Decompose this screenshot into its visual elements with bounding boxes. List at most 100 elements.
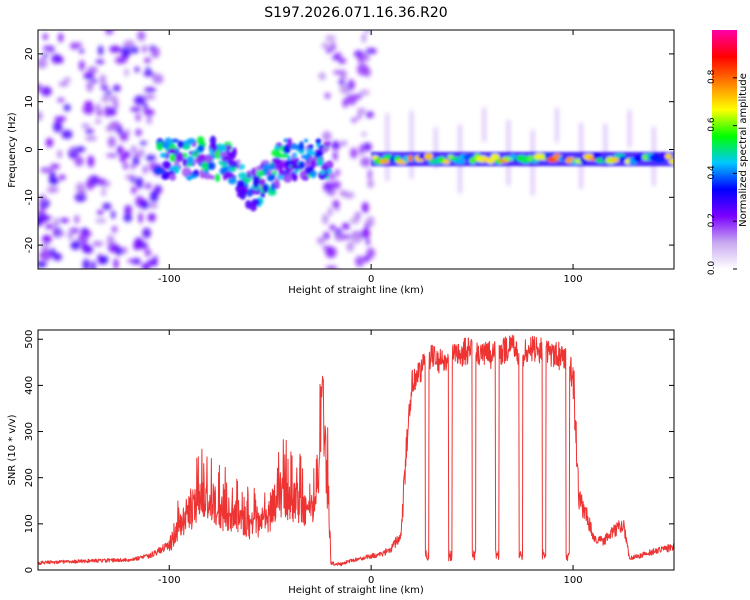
signal-blob (327, 168, 332, 175)
noise-blob (41, 249, 52, 262)
snr-series-line (38, 334, 674, 567)
noise-blob (141, 44, 148, 54)
snr-y-tick-label: 100 (24, 514, 35, 533)
noise-blob (95, 119, 102, 124)
signal-blob (294, 164, 300, 171)
signal-blob (181, 167, 192, 178)
snr-y-tick-label: 0 (24, 567, 35, 573)
signal-blob (182, 158, 188, 167)
noise-blob (357, 53, 365, 64)
noise-blob (58, 81, 69, 87)
noise-blob (95, 103, 101, 111)
noise-blob (53, 121, 63, 133)
noise-blob (74, 192, 87, 202)
noise-blob (142, 165, 148, 174)
noise-blob (143, 102, 148, 111)
tone-spur (628, 110, 631, 148)
noise-blob (365, 47, 377, 55)
noise-blob (338, 57, 347, 64)
noise-blob (82, 258, 90, 269)
noise-blob (346, 241, 355, 252)
noise-blob (152, 73, 164, 84)
noise-blob (91, 78, 98, 84)
noise-blob (121, 247, 128, 254)
spectrogram-y-tick-label: 0 (24, 146, 35, 152)
noise-blob (74, 156, 84, 167)
signal-blob (161, 173, 170, 180)
noise-blob (332, 199, 340, 209)
noise-blob (119, 131, 129, 142)
noise-blob (341, 234, 352, 240)
signal-blob (325, 160, 334, 170)
signal-blob (286, 137, 293, 148)
noise-blob (144, 57, 151, 64)
colorbar-tick-label: 0.2 (707, 213, 717, 227)
noise-blob (84, 100, 93, 106)
noise-blob (56, 231, 65, 237)
noise-blob (106, 107, 117, 116)
noise-blob (38, 260, 47, 268)
noise-blob (339, 189, 347, 197)
noise-blob (350, 147, 358, 159)
noise-blob (70, 240, 81, 250)
snr-x-tick-label: 0 (368, 575, 374, 586)
noise-blob (96, 109, 103, 117)
noise-blob (360, 157, 371, 167)
noise-blob (86, 80, 94, 92)
noise-blob (332, 151, 338, 161)
noise-blob (323, 232, 330, 240)
signal-blob (252, 179, 260, 188)
snr-x-label: Height of straight line (km) (288, 585, 424, 596)
noise-blob (324, 93, 331, 99)
signal-blob (214, 173, 221, 182)
noise-blob (102, 202, 112, 210)
signal-blob (299, 170, 307, 180)
noise-blob (133, 95, 146, 106)
signal-blob (160, 152, 168, 158)
noise-blob (58, 174, 66, 181)
signal-blob (191, 151, 197, 157)
tone-blob (593, 152, 602, 160)
signal-blob (308, 144, 314, 149)
noise-blob (87, 155, 95, 168)
noise-blob (46, 186, 59, 193)
noise-blob (139, 141, 147, 146)
tone-blob (611, 157, 619, 163)
noise-blob (130, 163, 135, 170)
signal-blob (266, 174, 275, 182)
tone-spur (555, 107, 558, 143)
signal-blob (291, 173, 298, 182)
noise-blob (97, 209, 104, 216)
signal-blob (262, 183, 269, 193)
signal-blob (237, 172, 248, 180)
tone-spur (386, 113, 389, 181)
noise-blob (63, 77, 72, 83)
noise-blob (322, 213, 329, 225)
noise-blob (326, 189, 336, 196)
noise-blob (44, 216, 52, 221)
noise-blob (45, 223, 54, 230)
spectrogram-x-label: Height of straight line (km) (288, 285, 424, 296)
tone-spur (604, 123, 607, 167)
noise-blob (356, 113, 362, 120)
noise-blob (367, 169, 372, 181)
noise-blob (139, 200, 150, 210)
noise-blob (364, 223, 369, 233)
noise-blob (53, 217, 60, 229)
colorbar: 0.0 0.2 0.4 0.6 0.8 Normalized spectral ampl… (707, 30, 749, 275)
noise-blob (357, 107, 366, 115)
noise-blob (85, 128, 94, 135)
signal-blob (164, 137, 173, 146)
noise-blob (84, 71, 95, 77)
signal-blob (239, 190, 247, 200)
noise-blob (79, 48, 85, 54)
noise-blob (143, 109, 155, 116)
noise-blob (359, 144, 365, 156)
noise-blob (81, 123, 91, 129)
noise-blob (85, 135, 97, 142)
tone-blob (454, 159, 465, 164)
signal-blob (303, 138, 309, 143)
noise-blob (78, 189, 86, 195)
noise-blob (112, 100, 119, 110)
noise-blob (144, 249, 151, 257)
